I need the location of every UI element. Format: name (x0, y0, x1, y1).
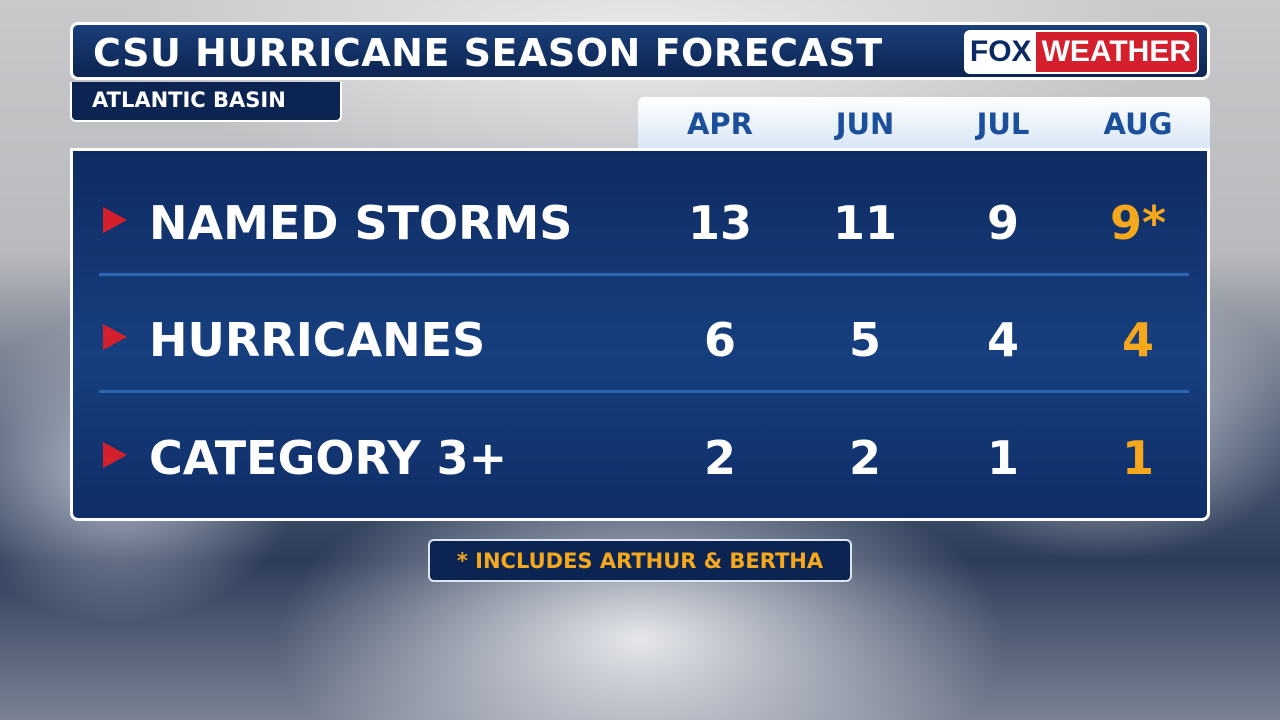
cell-value: 4 (1121, 313, 1154, 367)
cell-value: 13 (687, 196, 752, 250)
cell-value: 6 (703, 313, 736, 367)
column-header-label: APR (686, 107, 754, 141)
cell-value: 4 (986, 313, 1019, 367)
cell-value: 1 (1121, 431, 1154, 485)
cell-value: 9* (1109, 196, 1167, 250)
cell-value: 9 (986, 196, 1019, 250)
logo-weather: WEATHER (1035, 32, 1197, 72)
table-panel: NAMED STORMS 13 11 9 9* HURRICANES 6 5 4 4 CATEGOR… (70, 148, 1210, 521)
column-header-label: JUN (835, 107, 895, 141)
row-label: NAMED STORMS (149, 196, 573, 250)
cell-value: 5 (848, 313, 881, 367)
row-marker (103, 442, 127, 468)
footnote-box: * INCLUDES ARTHUR & BERTHA (428, 539, 852, 582)
footnote: * INCLUDES ARTHUR & BERTHA (456, 549, 824, 573)
cell-value: 2 (703, 431, 736, 485)
logo-fox: FOX (965, 32, 1036, 72)
column-header-label: AUG (1103, 107, 1173, 141)
title: CSU HURRICANE SEASON FORECAST (93, 31, 883, 75)
logo: FOX WEATHER (963, 30, 1199, 74)
row-label: CATEGORY 3+ (149, 431, 508, 485)
subtitle-tab: ATLANTIC BASIN (70, 82, 342, 122)
cell-value: 11 (832, 196, 897, 250)
cell-value: 1 (986, 431, 1019, 485)
row-separator (99, 273, 1189, 276)
title-bar: CSU HURRICANE SEASON FORECAST FOX WEATHE… (70, 22, 1210, 80)
column-header: APR JUN JUL AUG (638, 97, 1210, 150)
row-label: HURRICANES (149, 313, 486, 367)
row-marker (103, 324, 127, 350)
column-header-label: JUL (976, 107, 1030, 141)
row-separator (99, 390, 1189, 393)
subtitle: ATLANTIC BASIN (92, 88, 286, 112)
row-marker (103, 207, 127, 233)
cell-value: 2 (848, 431, 881, 485)
